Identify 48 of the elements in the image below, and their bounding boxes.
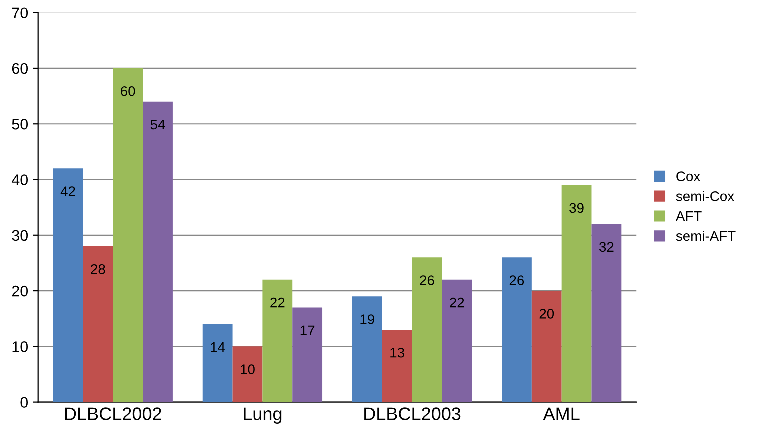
data-label: 32 <box>600 242 614 252</box>
y-tick-label: 50 <box>12 118 28 130</box>
data-label: 42 <box>60 186 76 196</box>
bar <box>592 224 622 402</box>
data-label: 10 <box>241 364 255 374</box>
y-tick-label: 10 <box>12 342 28 352</box>
legend-label: semi-Cox <box>676 191 734 202</box>
x-tick-label: AML <box>543 408 580 420</box>
y-tick-label: 60 <box>12 63 28 74</box>
bar <box>113 68 144 402</box>
data-label: 26 <box>420 276 434 286</box>
data-label: 39 <box>570 203 584 214</box>
data-label: 28 <box>91 264 106 274</box>
bar <box>262 280 293 402</box>
data-label: 14 <box>211 342 226 352</box>
bar <box>83 246 114 402</box>
y-tick-label: 40 <box>12 174 28 186</box>
bar <box>143 102 173 402</box>
bar <box>412 258 442 402</box>
bar <box>382 330 412 402</box>
bar <box>352 296 382 402</box>
bar <box>532 291 562 402</box>
data-label: 22 <box>450 298 464 308</box>
legend-label: AFT <box>676 212 702 222</box>
bar <box>562 185 592 402</box>
x-tick-label: Lung <box>244 408 282 424</box>
bar <box>442 280 472 402</box>
data-label: 20 <box>540 309 554 319</box>
bar <box>292 308 323 402</box>
bar <box>502 258 532 402</box>
data-label: 13 <box>390 348 404 358</box>
data-label: 54 <box>150 120 166 130</box>
y-tick-label: 0 <box>20 397 28 408</box>
data-label: 60 <box>121 86 136 96</box>
bar <box>53 168 84 402</box>
x-tick-label: DLBCL2002 <box>65 408 162 420</box>
y-tick-label: 20 <box>12 286 28 297</box>
legend-label: Cox <box>676 172 700 182</box>
legend-label: semi-AFT <box>676 230 736 242</box>
data-label: 22 <box>270 298 285 308</box>
data-label: 26 <box>510 276 524 286</box>
y-tick-label: 30 <box>12 230 28 242</box>
bar <box>232 346 263 402</box>
data-label: 17 <box>300 326 315 336</box>
data-label: 19 <box>360 314 374 324</box>
x-tick-label: DLBCL2003 <box>364 408 461 420</box>
y-tick-label: 70 <box>12 8 28 19</box>
bar <box>202 324 233 402</box>
